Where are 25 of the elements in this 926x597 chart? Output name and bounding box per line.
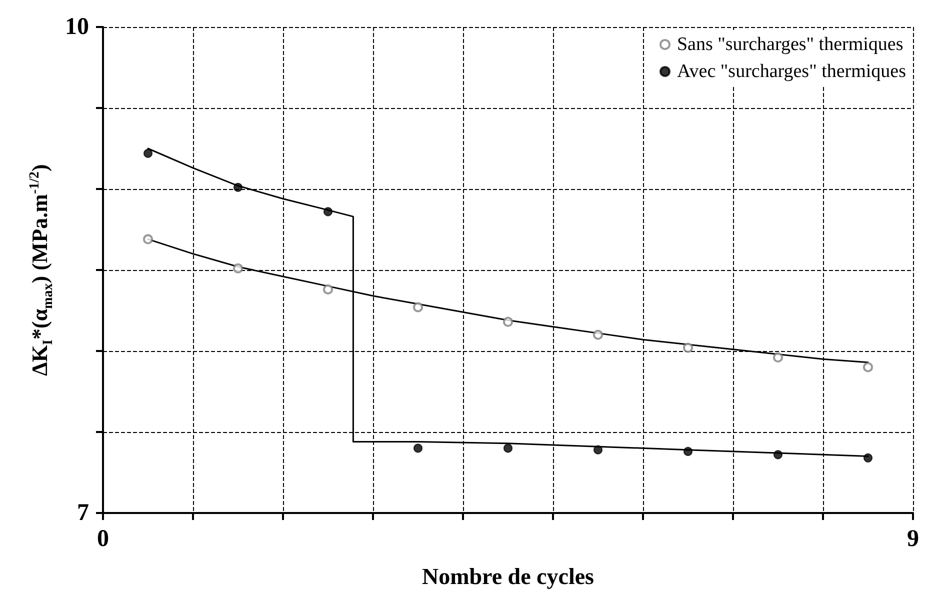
- point: [503, 316, 513, 327]
- point: [504, 444, 512, 453]
- point: [773, 352, 783, 362]
- legend-label: Sans "surcharges" thermiques: [676, 34, 904, 55]
- point: [864, 453, 872, 462]
- x-tick-label: 0: [97, 526, 109, 552]
- point: [144, 148, 152, 158]
- legend-label: Avec "surcharges" thermiques: [676, 61, 906, 82]
- point: [413, 302, 423, 312]
- point: [594, 445, 602, 454]
- point: [684, 446, 692, 456]
- point: [233, 263, 243, 274]
- point: [323, 284, 333, 294]
- point: [324, 207, 332, 216]
- point: [414, 444, 422, 453]
- x-tick-label: 9: [907, 526, 919, 552]
- point: [863, 362, 873, 372]
- y-tick-label: 7: [77, 500, 89, 526]
- point: [143, 234, 153, 244]
- point: [593, 330, 603, 340]
- x-axis-title: Nombre de cycles: [422, 564, 594, 589]
- point: [683, 342, 693, 353]
- y-tick-label: 10: [65, 14, 89, 40]
- point: [234, 182, 242, 192]
- point: [774, 450, 782, 460]
